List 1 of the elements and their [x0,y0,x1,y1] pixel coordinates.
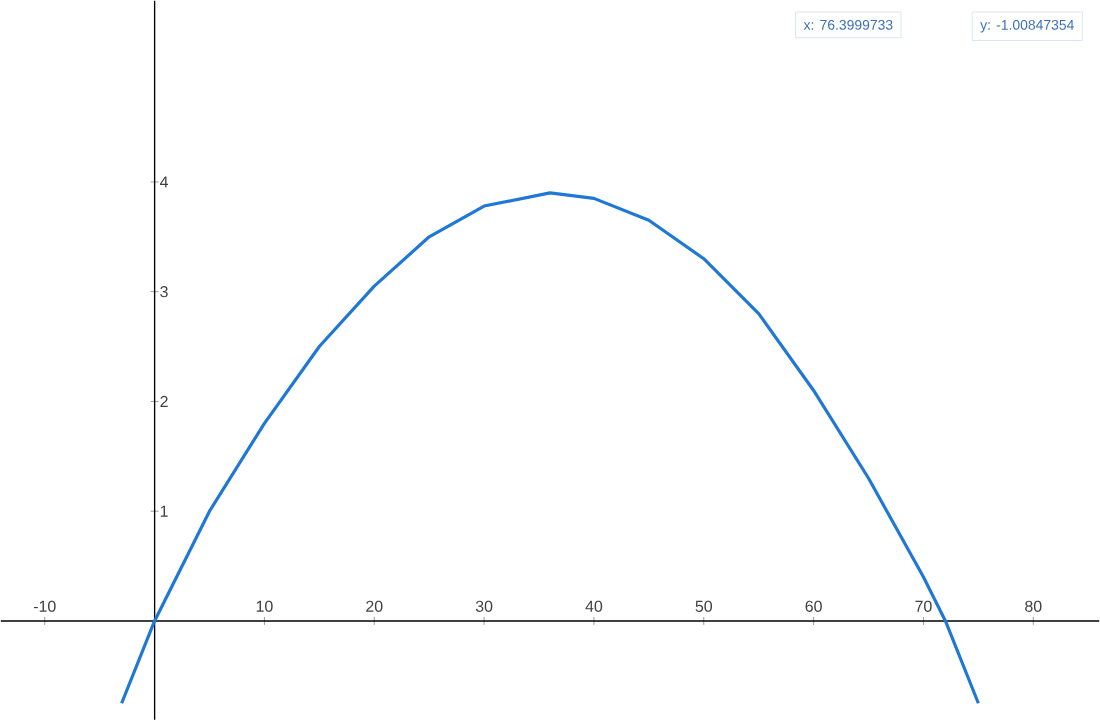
line-series [120,191,980,705]
